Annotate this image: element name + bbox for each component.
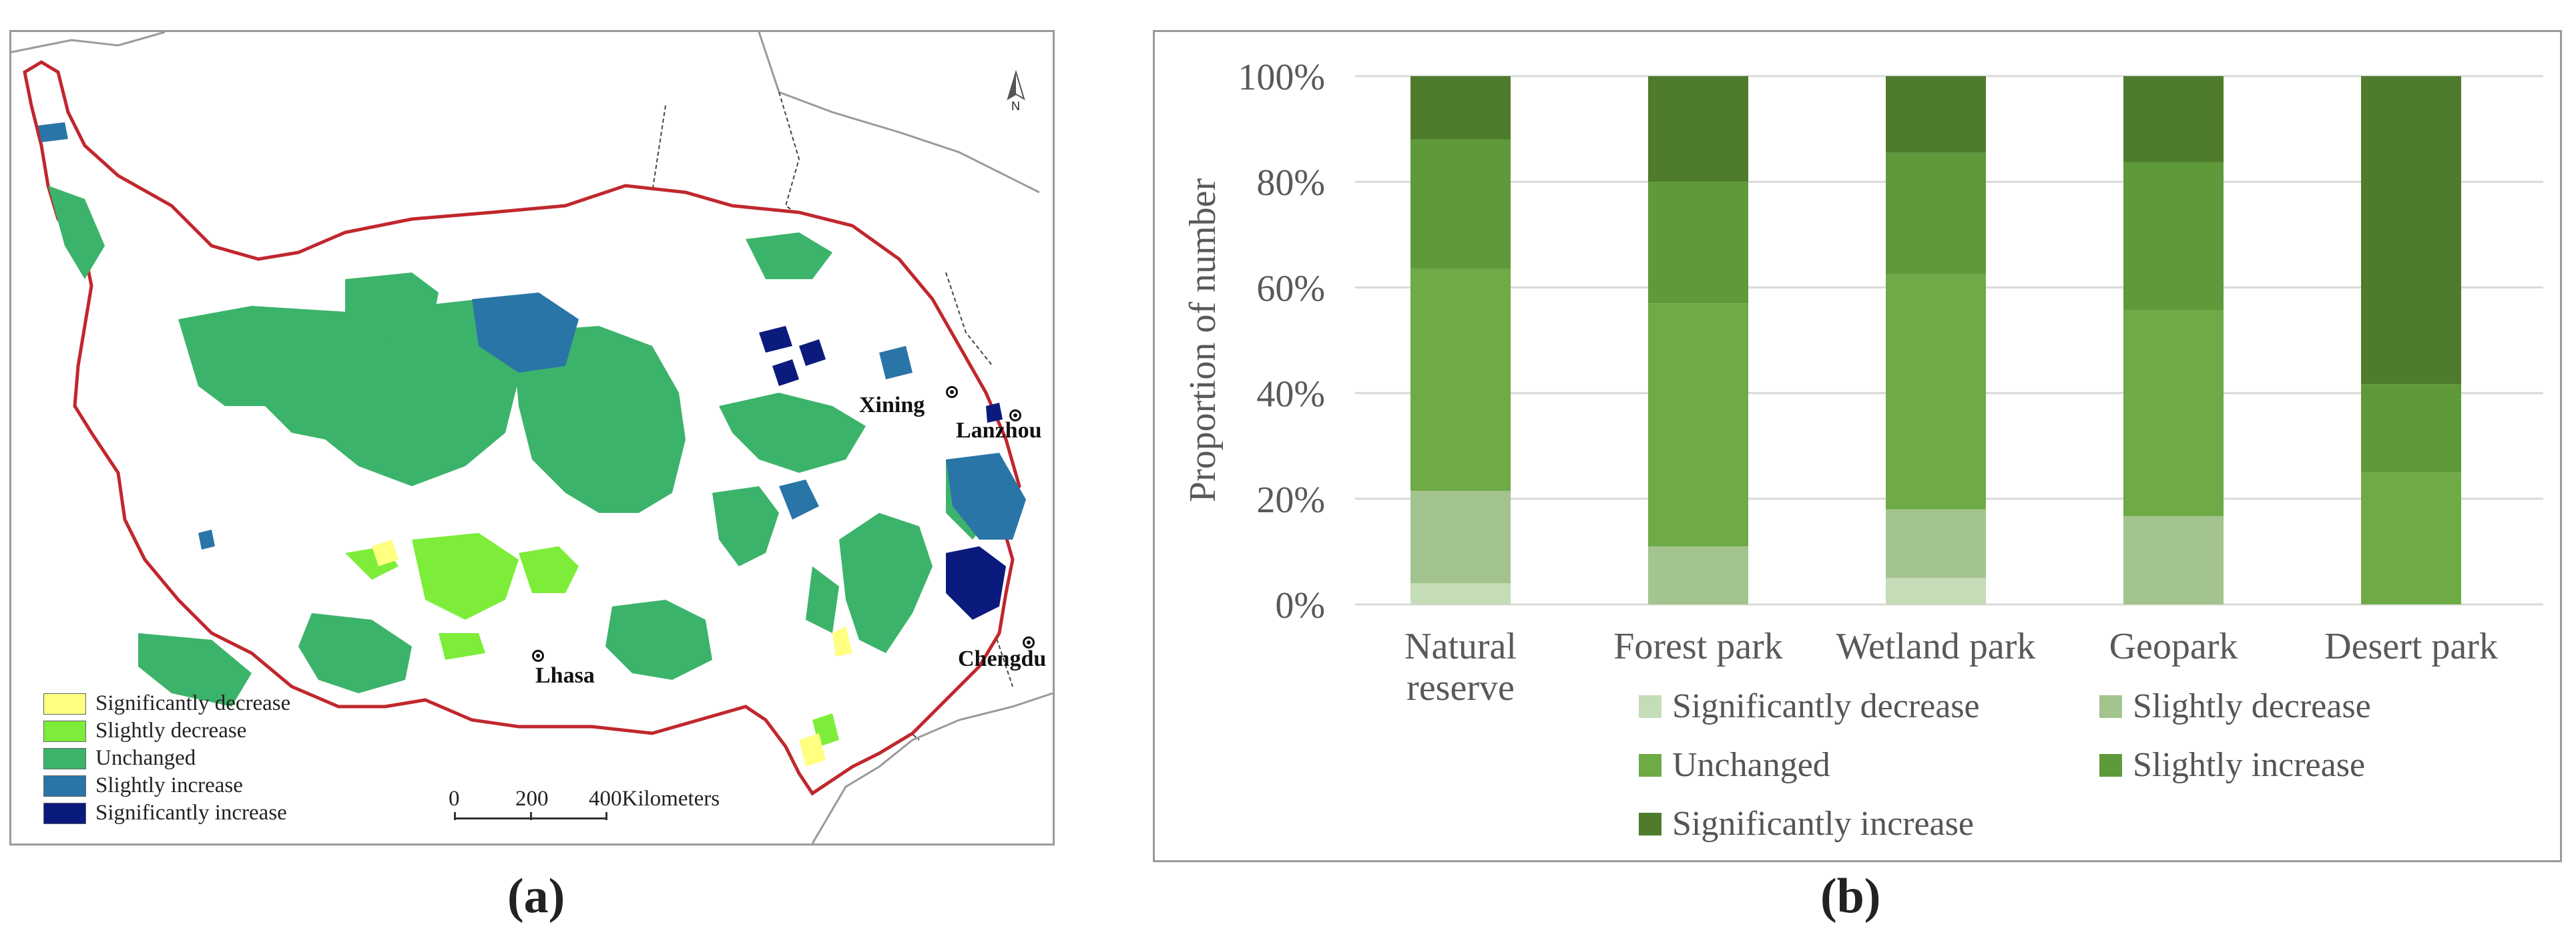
chart-legend-swatch xyxy=(1639,812,1661,835)
bar-segment xyxy=(2123,310,2224,516)
map-legend-item: Slightly decrease xyxy=(43,717,290,745)
chart-legend-label: Significantly increase xyxy=(1672,805,1974,843)
bar-segment xyxy=(1648,76,1748,182)
plateau-map xyxy=(11,32,1053,843)
north-label: N xyxy=(1011,100,1020,113)
scale-tick xyxy=(605,812,607,820)
x-category-label: reserve xyxy=(1406,667,1515,709)
map-legend-item: Slightly increase xyxy=(43,772,290,799)
bar-segment xyxy=(1648,182,1748,304)
north-arrow-icon xyxy=(1007,69,1025,101)
lhasa-dot xyxy=(532,650,544,662)
bar-segment xyxy=(2361,472,2461,604)
bar-segment xyxy=(1886,152,1986,274)
scale-label-0: 0 xyxy=(449,787,460,811)
bar-segment xyxy=(2361,76,2461,385)
x-category-label: Desert park xyxy=(2324,626,2498,667)
y-axis-label: Proportion of number xyxy=(1182,178,1224,503)
map-legend-swatch xyxy=(43,747,86,769)
bar-segment xyxy=(1410,583,1511,604)
significantly-decrease-areas xyxy=(372,540,852,767)
scale-tick xyxy=(530,812,532,820)
map-legend: Significantly decrease Slightly decrease U… xyxy=(43,690,290,827)
y-tick-label: 100% xyxy=(1238,57,1325,98)
stacked-bar-chart: 0% 20% 40% 60% 80% 100% Proportion of number Na… xyxy=(1182,57,2543,709)
bar-segment xyxy=(2123,516,2224,604)
y-tick-label: 20% xyxy=(1256,480,1325,521)
significantly-increase-areas xyxy=(759,326,1006,620)
chart-legend-item: Slightly decrease xyxy=(2099,687,2371,726)
map-legend-label: Significantly increase xyxy=(95,801,287,825)
bar-segment xyxy=(1886,76,1986,153)
bar-segment xyxy=(1410,139,1511,269)
y-tick-label: 80% xyxy=(1256,162,1325,204)
bar-segment xyxy=(2123,162,2224,311)
y-tick-label: 0% xyxy=(1275,585,1325,626)
city-label-xining: Xining xyxy=(859,393,925,417)
map-legend-label: Significantly decrease xyxy=(95,691,291,715)
chengdu-dot xyxy=(1023,636,1035,648)
x-category-label: Wetland park xyxy=(1836,626,2036,667)
chart-legend-swatch xyxy=(1639,695,1661,718)
map-legend-swatch xyxy=(43,802,86,824)
map-legend-swatch xyxy=(43,775,86,797)
map-legend-label: Slightly decrease xyxy=(95,719,247,743)
bar-segment xyxy=(1886,578,1986,604)
chart-panel: 0% 20% 40% 60% 80% 100% Proportion of number Na… xyxy=(1153,30,2562,862)
chart-legend-item: Significantly increase xyxy=(1639,804,1974,843)
bar-segment xyxy=(1410,490,1511,584)
caption-b: (b) xyxy=(1820,869,1881,924)
scale-label-400: 400Kilometers xyxy=(589,787,720,811)
scale-bar: 0 200 400Kilometers xyxy=(449,787,720,827)
xining-dot xyxy=(946,386,958,398)
x-category-label: Geopark xyxy=(2109,626,2238,667)
bar-segment xyxy=(1886,274,1986,510)
chart-legend-item: Unchanged xyxy=(1639,745,1830,785)
chart-legend-label: Slightly decrease xyxy=(2133,687,2371,725)
y-tick-label: 60% xyxy=(1256,268,1325,309)
north-arrow: N xyxy=(1003,69,1029,116)
map-legend-item: Unchanged xyxy=(43,745,290,772)
chart-legend-label: Significantly decrease xyxy=(1672,687,1980,725)
map-panel: N Xining Lanzhou Chengdu Lhasa Significa… xyxy=(9,30,1055,846)
x-category-label: Forest park xyxy=(1613,626,1783,667)
bar-segment xyxy=(1648,546,1748,604)
x-category-label: Natural xyxy=(1404,626,1517,667)
slightly-increase-areas xyxy=(38,122,1026,550)
chart-legend-label: Slightly increase xyxy=(2133,746,2366,784)
map-legend-swatch xyxy=(43,720,86,742)
city-label-lanzhou: Lanzhou xyxy=(956,418,1042,443)
caption-a: (a) xyxy=(507,869,565,924)
map-legend-label: Unchanged xyxy=(95,746,196,770)
chart-legend-swatch xyxy=(2099,753,2122,777)
city-label-chengdu: Chengdu xyxy=(958,646,1047,671)
chart-legend-swatch xyxy=(2099,695,2122,718)
scale-label-200: 200 xyxy=(515,787,549,811)
map-legend-swatch xyxy=(43,693,86,715)
slightly-decrease-areas xyxy=(345,533,839,747)
chart-legend-item: Significantly decrease xyxy=(1639,687,1980,726)
bar-segment xyxy=(2361,384,2461,473)
bar-segment xyxy=(2123,76,2224,162)
map-legend-label: Slightly increase xyxy=(95,773,243,797)
bar-segment xyxy=(1886,509,1986,578)
bar-segment xyxy=(1410,268,1511,491)
bar-segment xyxy=(1648,303,1748,546)
city-label-lhasa: Lhasa xyxy=(535,663,595,688)
bar-segment xyxy=(1410,76,1511,140)
map-legend-item: Significantly increase xyxy=(43,799,290,827)
chart-legend-label: Unchanged xyxy=(1672,746,1830,784)
chart-legend-swatch xyxy=(1639,753,1661,777)
y-tick-label: 40% xyxy=(1256,374,1325,415)
chart-legend-item: Slightly increase xyxy=(2099,745,2365,785)
map-legend-item: Significantly decrease xyxy=(43,690,290,717)
lanzhou-dot xyxy=(1009,409,1021,421)
scale-tick xyxy=(454,812,456,820)
